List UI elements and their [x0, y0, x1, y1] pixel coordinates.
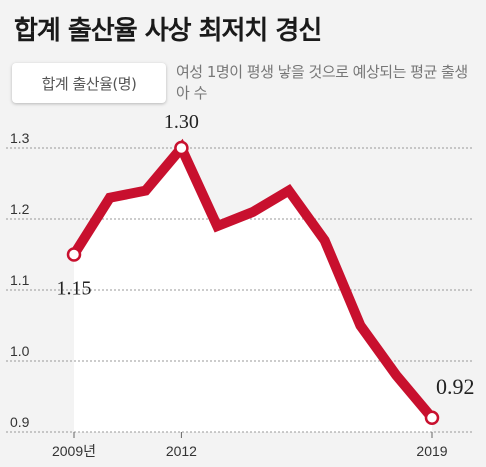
- chart-title: 합계 출산율 사상 최저치 경신: [14, 16, 322, 46]
- highlight-marker: [66, 247, 82, 262]
- data-point: [143, 188, 148, 193]
- y-tick-label: 1.0: [10, 343, 30, 359]
- highlight-marker: [424, 410, 440, 426]
- metric-description: 여성 1명이 평생 낳을 것으로 예상되는 평균 출생아 수: [176, 63, 468, 102]
- data-point: [215, 224, 220, 229]
- unit-label: 합계 출산율(명): [41, 75, 137, 93]
- data-point: [107, 195, 112, 200]
- y-tick-label: 1.1: [10, 272, 30, 288]
- data-label: 1.15: [57, 278, 92, 300]
- y-tick-label: 0.9: [10, 414, 30, 430]
- data-point: [358, 323, 363, 328]
- x-tick-label: 2012: [166, 443, 197, 459]
- y-tick-label: 1.2: [10, 201, 30, 217]
- data-point: [251, 209, 255, 214]
- data-point: [322, 238, 327, 243]
- data-point: [394, 373, 399, 378]
- data-label: 1.30: [164, 111, 199, 133]
- unit-badge: 합계 출산율(명): [12, 63, 166, 103]
- y-tick-label: 1.3: [10, 130, 30, 146]
- data-point: [286, 188, 291, 193]
- x-tick-label: 2019: [416, 443, 447, 459]
- data-label: 0.92: [436, 374, 475, 399]
- highlight-marker: [174, 140, 189, 156]
- x-tick-label: 2009년: [52, 443, 96, 459]
